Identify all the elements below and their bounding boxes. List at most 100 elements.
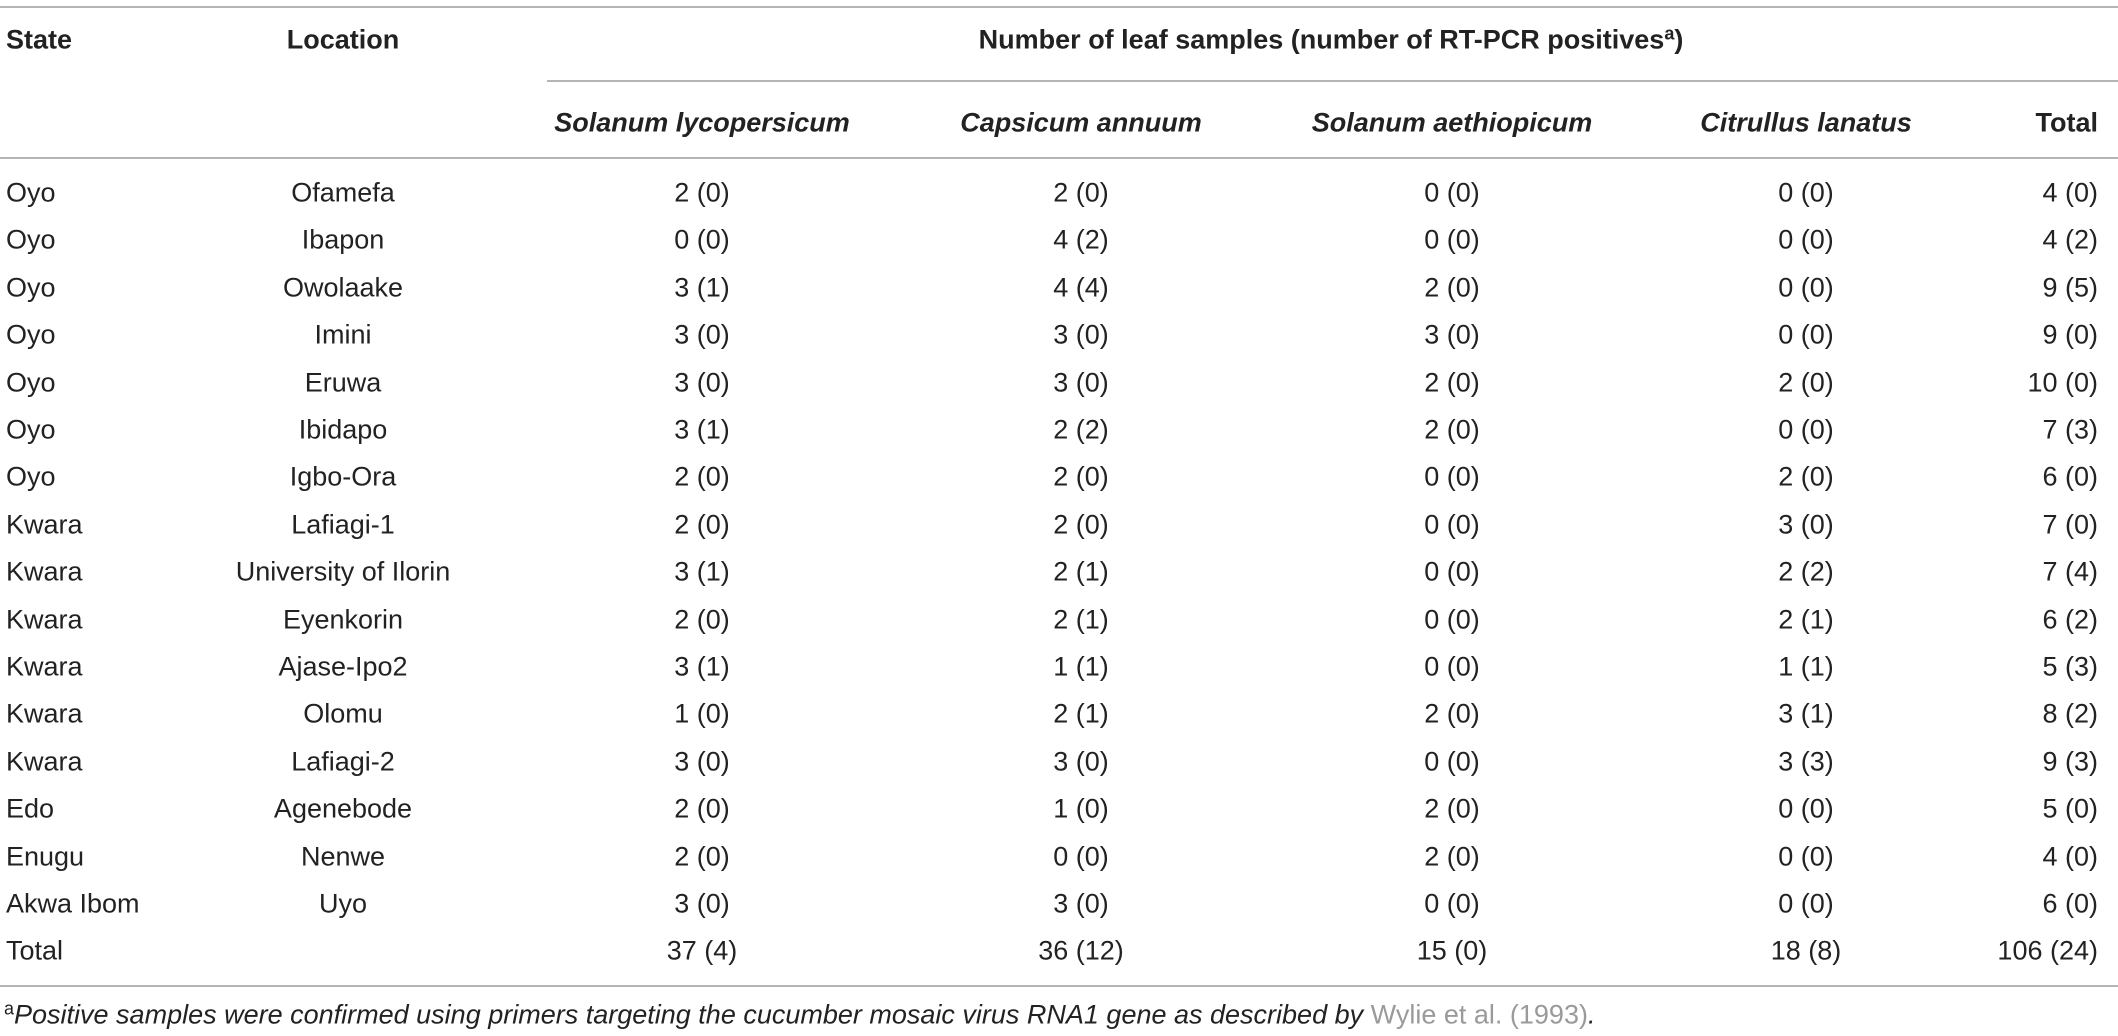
- table-cell: 1 (1): [1778, 651, 1834, 682]
- table-cell: 3 (0): [1424, 319, 1480, 350]
- table-cell: 3 (1): [674, 556, 730, 587]
- table-cell: 3 (3): [1778, 746, 1834, 777]
- table-cell: Nenwe: [300, 841, 386, 872]
- table-cell: Olomu: [303, 698, 383, 729]
- table-cell: 2 (0): [1424, 367, 1480, 398]
- header-column: Capsicum annuum: [960, 107, 1202, 138]
- table-cell: 2 (0): [674, 509, 730, 540]
- table-cell: Ofamefa: [291, 177, 395, 208]
- table-cell: 2 (0): [1778, 367, 1834, 398]
- table-cell: 2 (0): [1053, 509, 1109, 540]
- table-cell: 9 (5): [2042, 272, 2098, 303]
- total-cell: 15 (0): [1416, 935, 1488, 966]
- table-cell: 3 (0): [674, 319, 730, 350]
- footnote-text: Positive samples were confirmed using pr…: [14, 999, 1371, 1030]
- table-cell: 4 (4): [1053, 272, 1109, 303]
- group-rule: [547, 80, 2118, 82]
- table-cell: 6 (0): [2042, 888, 2098, 919]
- table-cell: Oyo: [6, 177, 56, 208]
- table-cell: Ibidapo: [298, 414, 388, 445]
- table-cell: 3 (1): [674, 414, 730, 445]
- table-cell: 2 (0): [1778, 461, 1834, 492]
- table-cell: 0 (0): [1778, 272, 1834, 303]
- footnote-link[interactable]: Wylie et al. (1993): [1370, 999, 1588, 1030]
- header-column: Total: [2035, 107, 2099, 138]
- group-header: Number of leaf samples (number of RT-PCR…: [978, 24, 1684, 55]
- table-cell: 0 (0): [1778, 888, 1834, 919]
- table-cell: Lafiagi-1: [291, 509, 395, 540]
- table-cell: 4 (0): [2042, 841, 2098, 872]
- table-cell: 9 (0): [2042, 319, 2098, 350]
- table-cell: Kwara: [6, 604, 83, 635]
- table-cell: 5 (0): [2042, 793, 2098, 824]
- table-cell: Uyo: [318, 888, 368, 919]
- table-cell: Owolaake: [282, 272, 404, 303]
- table-cell: 4 (2): [1053, 224, 1109, 255]
- table-cell: Oyo: [6, 367, 56, 398]
- table-cell: 3 (0): [1053, 319, 1109, 350]
- total-cell: 36 (12): [1038, 935, 1124, 966]
- table-cell: 2 (0): [1424, 841, 1480, 872]
- table-cell: 2 (0): [674, 841, 730, 872]
- header-state: State: [6, 24, 73, 55]
- table-cell: 0 (0): [1424, 604, 1480, 635]
- table-cell: 2 (2): [1053, 414, 1109, 445]
- table-cell: Enugu: [6, 841, 85, 872]
- table-cell: Oyo: [6, 461, 56, 492]
- table-cell: 0 (0): [1053, 841, 1109, 872]
- group-header-text: Number of leaf samples (number of RT-PCR…: [978, 24, 1665, 55]
- table-cell: Oyo: [6, 224, 56, 255]
- table-cell: 7 (4): [2042, 556, 2098, 587]
- table-cell: 4 (0): [2042, 177, 2098, 208]
- header-column: Solanum aethiopicum: [1311, 107, 1593, 138]
- table-cell: 2 (1): [1778, 604, 1834, 635]
- table-cell: 2 (1): [1053, 604, 1109, 635]
- table-cell: 0 (0): [1778, 841, 1834, 872]
- table-cell: 1 (0): [1053, 793, 1109, 824]
- table-cell: Akwa Ibom: [6, 888, 140, 919]
- table-cell: 8 (2): [2042, 698, 2098, 729]
- table-cell: 2 (0): [1424, 793, 1480, 824]
- table-cell: 2 (1): [1053, 698, 1109, 729]
- footnote: aPositive samples were confirmed using p…: [4, 998, 1595, 1030]
- table-cell: 3 (0): [1053, 888, 1109, 919]
- table-cell: Ajase-Ipo2: [278, 651, 408, 682]
- table-cell: Kwara: [6, 556, 83, 587]
- table-cell: 0 (0): [1424, 746, 1480, 777]
- table-cell: 3 (1): [674, 272, 730, 303]
- table-cell: 9 (3): [2042, 746, 2098, 777]
- table-cell: 3 (0): [674, 888, 730, 919]
- table-cell: Kwara: [6, 746, 83, 777]
- total-cell: 37 (4): [666, 935, 738, 966]
- footnote-sup: a: [4, 998, 15, 1019]
- table-cell: 0 (0): [1778, 177, 1834, 208]
- table-cell: 2 (2): [1778, 556, 1834, 587]
- table-cell: 0 (0): [674, 224, 730, 255]
- table-cell: 0 (0): [1778, 224, 1834, 255]
- table-cell: Imini: [314, 319, 372, 350]
- table-cell: Lafiagi-2: [291, 746, 395, 777]
- table-cell: 6 (2): [2042, 604, 2098, 635]
- table-cell: 2 (0): [1424, 698, 1480, 729]
- table-cell: 2 (0): [674, 604, 730, 635]
- table-cell: Kwara: [6, 698, 83, 729]
- table-cell: Kwara: [6, 651, 83, 682]
- table-cell: 2 (0): [1053, 461, 1109, 492]
- total-cell: 106 (24): [1997, 935, 2098, 966]
- table-cell: 3 (1): [1778, 698, 1834, 729]
- table-cell: 2 (0): [1424, 414, 1480, 445]
- table-cell: 3 (0): [1053, 367, 1109, 398]
- table-cell: Eyenkorin: [282, 604, 404, 635]
- table-cell: 4 (2): [2042, 224, 2098, 255]
- table-cell: 2 (0): [674, 793, 730, 824]
- table-cell: 0 (0): [1778, 414, 1834, 445]
- table-cell: 1 (1): [1053, 651, 1109, 682]
- table-cell: 2 (0): [674, 461, 730, 492]
- table-cell: University of Ilorin: [235, 556, 451, 587]
- table-cell: 3 (1): [674, 651, 730, 682]
- total-cell: Total: [6, 935, 64, 966]
- table-cell: 7 (3): [2042, 414, 2098, 445]
- header-column: Solanum lycopersicum: [554, 107, 850, 138]
- table-cell: Agenebode: [273, 793, 413, 824]
